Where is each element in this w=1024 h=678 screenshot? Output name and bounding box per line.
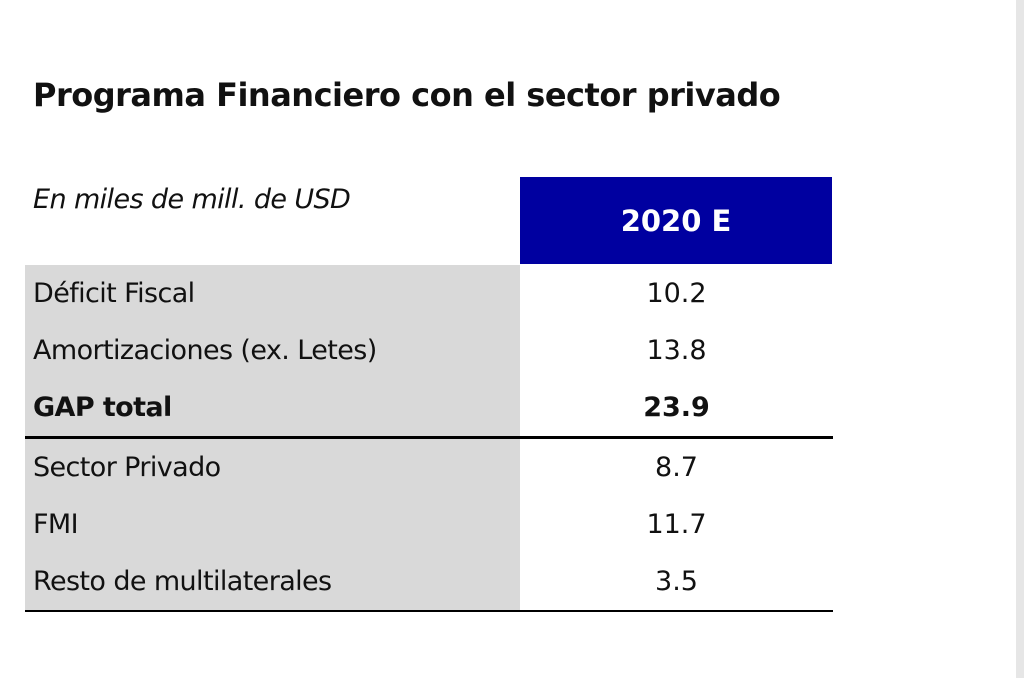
- row-value-gap-total: 23.9: [643, 392, 710, 423]
- row-label-deficit-fiscal: Déficit Fiscal: [25, 265, 520, 322]
- window-edge: [1016, 0, 1024, 678]
- units-label: En miles de mill. de USD: [33, 184, 351, 215]
- table-bottom-rule: [25, 610, 833, 612]
- column-header-2020e: 2020 E: [520, 177, 832, 264]
- row-value-deficit-fiscal: 10.2: [646, 278, 707, 309]
- row-label-amortizaciones: Amortizaciones (ex. Letes): [25, 322, 520, 379]
- row-label-resto-multilaterales: Resto de multilaterales: [25, 553, 520, 610]
- row-value-resto-multilaterales: 3.5: [655, 566, 698, 597]
- table-row: Resto de multilaterales 3.5: [25, 553, 833, 610]
- row-value-amortizaciones: 13.8: [646, 335, 707, 366]
- table-row: FMI 11.7: [25, 496, 833, 553]
- table-row: Sector Privado 8.7: [25, 439, 833, 496]
- table-row-total: GAP total 23.9: [25, 379, 833, 436]
- table-title: Programa Financiero con el sector privad…: [33, 76, 781, 114]
- row-label-sector-privado: Sector Privado: [25, 439, 520, 496]
- table-row: Déficit Fiscal 10.2: [25, 265, 833, 322]
- row-value-sector-privado: 8.7: [655, 452, 698, 483]
- financing-table: Déficit Fiscal 10.2 Amortizaciones (ex. …: [25, 265, 833, 612]
- row-label-fmi: FMI: [25, 496, 520, 553]
- row-value-fmi: 11.7: [646, 509, 707, 540]
- row-label-gap-total: GAP total: [25, 379, 520, 436]
- column-header-label: 2020 E: [620, 203, 732, 238]
- total-divider: [25, 436, 833, 439]
- table-row: Amortizaciones (ex. Letes) 13.8: [25, 322, 833, 379]
